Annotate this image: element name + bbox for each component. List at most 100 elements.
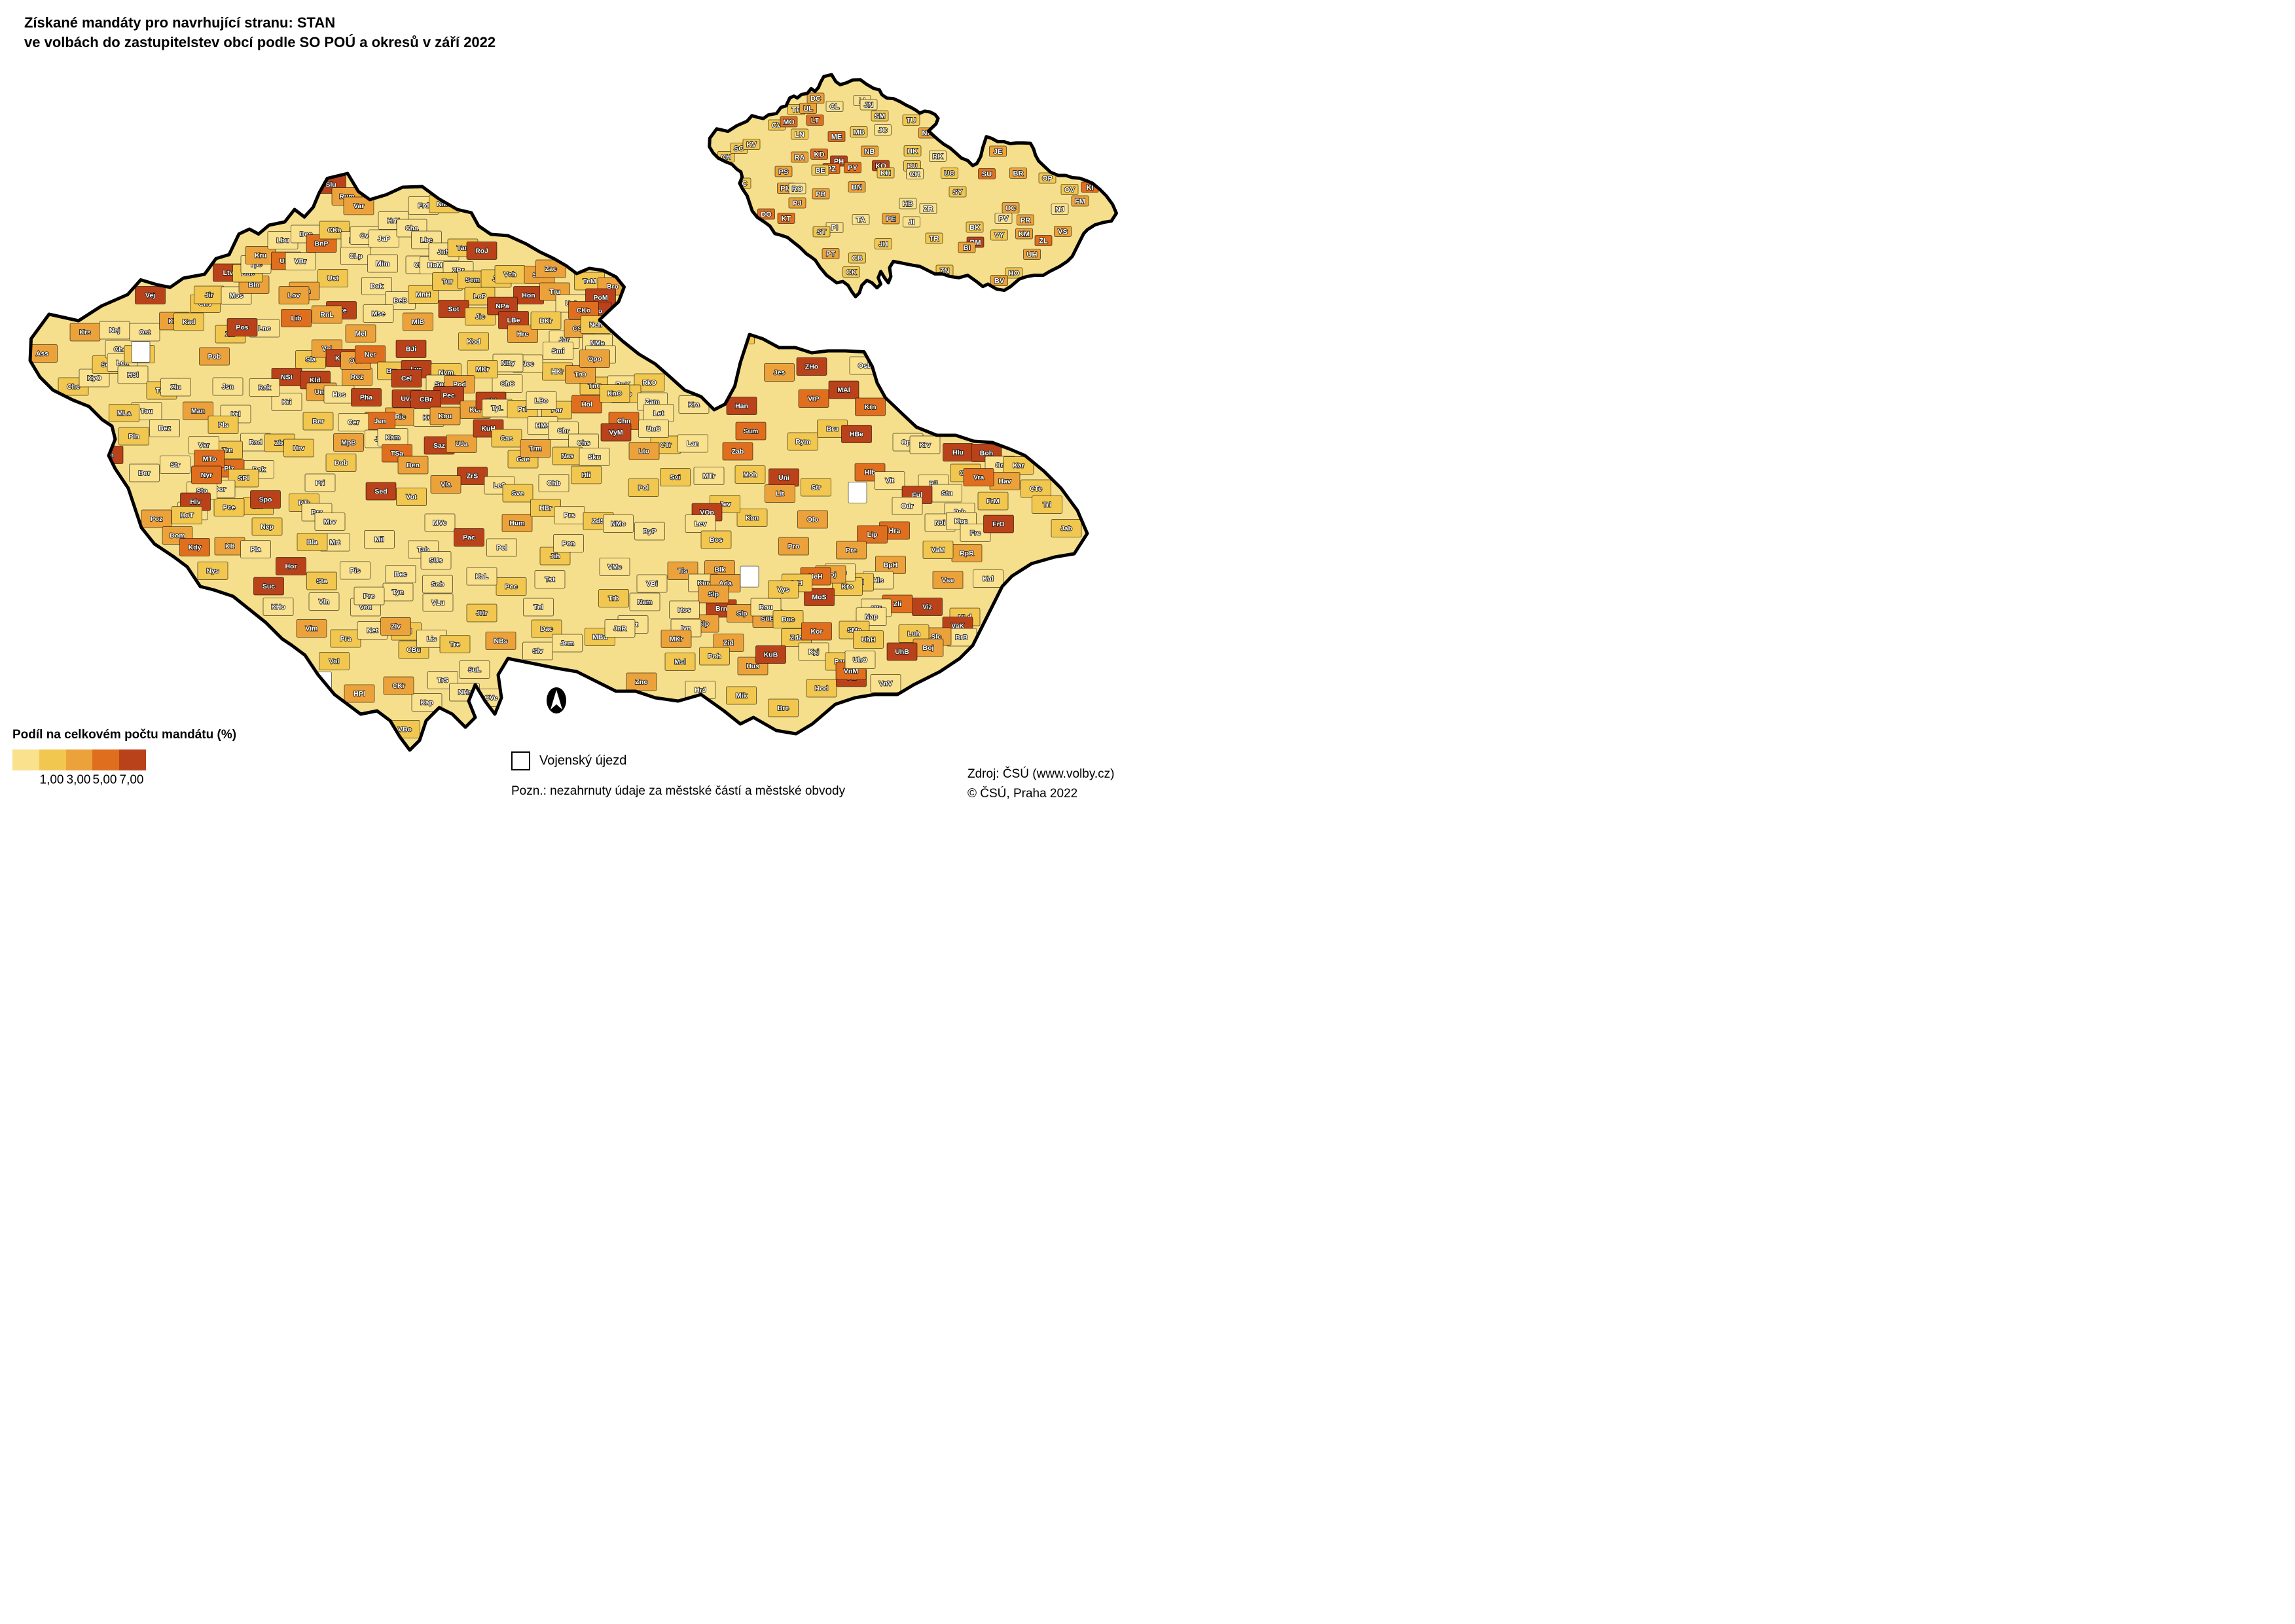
map-region-label: PI [831, 224, 838, 232]
map-region [251, 517, 283, 536]
map-region-label: TR [930, 235, 939, 243]
map-region-label: Roz [351, 373, 363, 381]
map-region [411, 693, 443, 712]
map-region [810, 149, 828, 160]
inset-map-border [708, 73, 1118, 298]
map-region [604, 619, 636, 638]
map-region-label: Vol [329, 658, 340, 666]
map-region-label: VMe [607, 564, 622, 571]
map-region-label: Kor [810, 628, 822, 636]
map-region-label: Opo [588, 355, 602, 363]
map-region-label: Kal [983, 575, 993, 583]
map-region [812, 188, 830, 200]
map-region [396, 488, 427, 506]
map-region-label: UH [1027, 251, 1038, 259]
map-region-label: NPa [496, 302, 509, 310]
map-region [958, 242, 976, 253]
map-region [811, 164, 829, 176]
map-region-label: Cvi [360, 232, 370, 240]
map-region-label: RoJ [475, 247, 488, 255]
map-region-label: KuB [764, 651, 778, 659]
map-region [395, 340, 427, 358]
map-region [1023, 249, 1041, 260]
map-region-label: Pls [218, 422, 228, 429]
map-region [271, 393, 302, 411]
map-region-label: Bos [710, 536, 723, 544]
map-region-label: Mrt [329, 539, 340, 547]
map-region [383, 676, 414, 695]
map-region-label: Trm [529, 445, 541, 453]
map-region [262, 598, 294, 616]
map-region [410, 390, 441, 408]
map-region-label: PT [826, 250, 835, 258]
map-region-label: Jem [560, 640, 574, 647]
map-region [403, 312, 433, 331]
map-region-label: Zid [723, 640, 734, 647]
map-region-label: Zab [732, 448, 744, 456]
map-region-label: Chb [547, 480, 560, 488]
map-region-label: Slp [708, 590, 719, 598]
map-region [874, 471, 905, 490]
map-region-label: Chs [577, 439, 590, 447]
map-region [446, 435, 477, 453]
map-region-label: Kru [255, 252, 266, 260]
map-region-label: RA [795, 154, 805, 162]
map-region-label: Kyj [808, 648, 819, 656]
map-region [788, 183, 806, 194]
map-region [179, 538, 210, 556]
map-region-label: KnO [607, 390, 622, 398]
map-region-label: Vot [406, 494, 417, 501]
map-region [1009, 168, 1027, 179]
map-region [285, 252, 316, 270]
map-region-label: CVe [484, 695, 497, 702]
map-region [977, 492, 1009, 511]
map-region [344, 684, 375, 703]
map-region [278, 286, 310, 304]
map-region [317, 269, 348, 287]
map-region [502, 484, 533, 503]
map-region-label: Jes [774, 369, 786, 377]
map-region [253, 577, 284, 596]
map-region-label: Mrv [324, 518, 336, 526]
map-region-label: MKr [476, 366, 489, 374]
military-area-cell [131, 341, 151, 363]
map-region-label: Saz [433, 442, 445, 450]
map-region-label: MTr [703, 473, 715, 480]
map-region [1051, 519, 1082, 537]
map-region-label: ZdS [592, 518, 605, 526]
map-region [361, 277, 392, 295]
map-region-label: Bru [826, 425, 838, 433]
map-region [734, 465, 766, 484]
map-region-label: NJ [1055, 206, 1064, 213]
map-region-label: Vra [973, 474, 985, 482]
map-region-label: Trb [608, 595, 619, 603]
map-region [870, 674, 901, 693]
map-region-label: Kri [282, 399, 292, 406]
map-region [543, 342, 573, 360]
map-region [523, 598, 554, 617]
map-region-label: TA [856, 216, 865, 224]
map-region [1005, 267, 1023, 279]
map-region-label: PE [886, 215, 896, 223]
map-region [876, 167, 895, 179]
map-region [118, 427, 149, 446]
map-region-label: Suc [262, 583, 275, 590]
map-region-label: Tis [678, 568, 688, 575]
map-region [844, 162, 861, 173]
map-region-label: Jir [205, 291, 213, 299]
map-region [903, 145, 922, 156]
map-region [212, 377, 244, 396]
map-region [859, 99, 878, 111]
map-region-label: Vod [359, 604, 372, 611]
map-region-label: Sve [512, 490, 524, 497]
map-region-label: TP [791, 106, 801, 114]
map-region [693, 467, 725, 485]
map-region [827, 131, 846, 142]
map-region [355, 345, 386, 364]
map-region [424, 513, 456, 532]
map-region-label: PoM [593, 294, 607, 302]
map-region [871, 110, 889, 122]
map-region [304, 473, 336, 492]
map-region [787, 432, 818, 451]
map-region-label: BpH [884, 562, 898, 569]
